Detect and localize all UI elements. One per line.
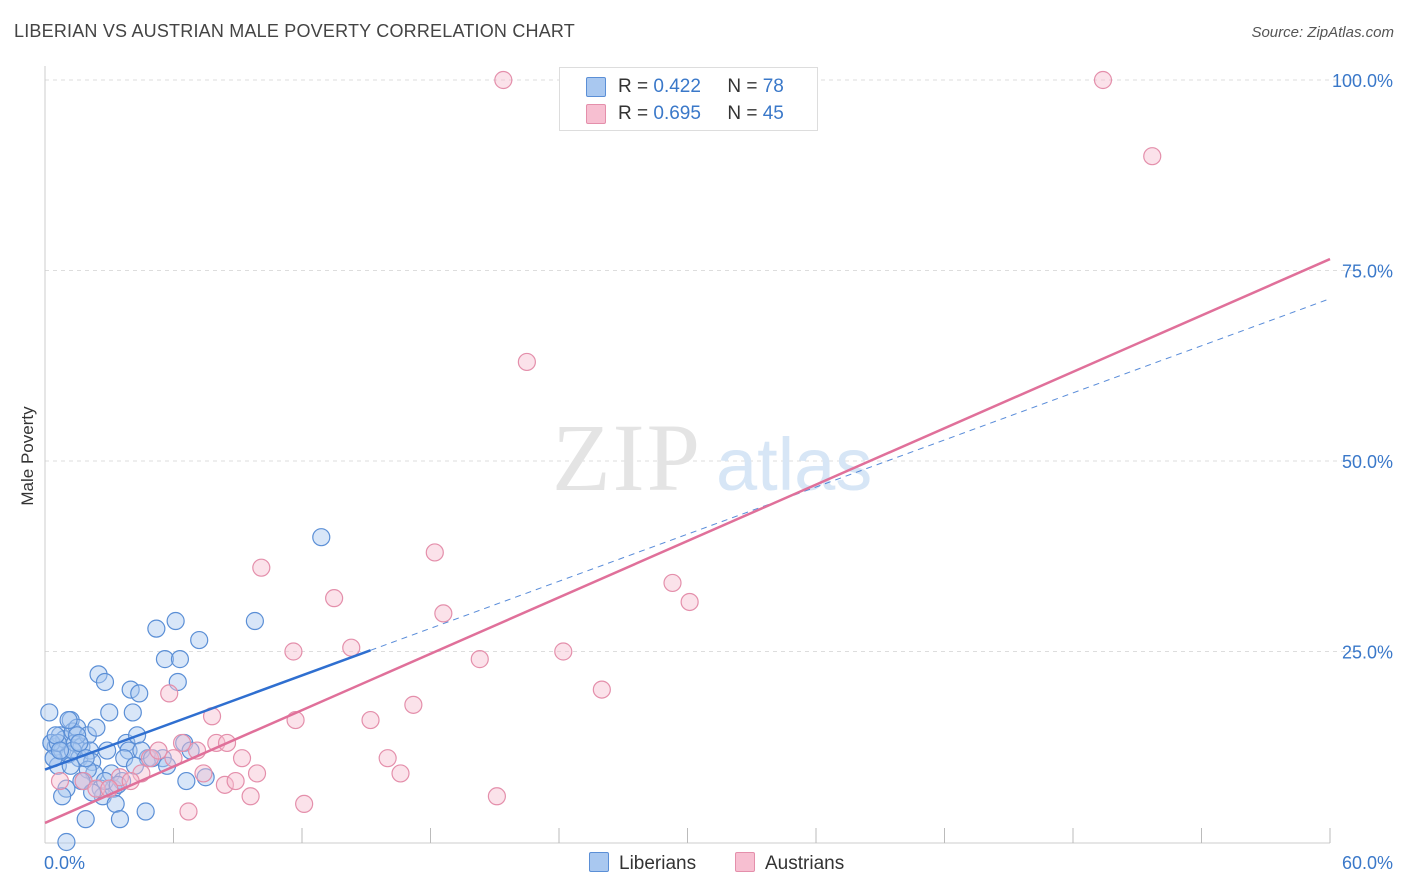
liberian-point	[110, 810, 130, 829]
liberians-swatch	[586, 77, 606, 97]
austrian-point	[247, 764, 267, 783]
austrian-point	[215, 775, 234, 794]
austrian-point	[110, 768, 130, 787]
liberian-point	[87, 718, 106, 737]
bottom-legend-liberians: Liberians	[589, 852, 696, 875]
austrian-point	[226, 771, 245, 791]
austrians-legend-swatch	[735, 852, 755, 872]
liberian-point	[136, 802, 155, 821]
austrian-point	[361, 710, 380, 730]
x-tick-label: 60.0%	[1342, 853, 1393, 873]
liberian-point	[177, 771, 196, 791]
liberian-point	[95, 672, 115, 692]
austrian-point	[194, 764, 213, 783]
y-tick-label: 25.0%	[1342, 643, 1393, 663]
x-tick-label: 0.0%	[44, 853, 85, 873]
liberians-trend-extension	[370, 298, 1331, 651]
y-tick-label: 75.0%	[1342, 262, 1393, 282]
liberian-point	[53, 787, 72, 806]
liberian-point	[312, 528, 331, 547]
austrian-point	[232, 749, 252, 768]
axis-layer	[44, 66, 1331, 844]
bottom-legend-austrians: Austrians	[735, 852, 844, 875]
correlation-legend: R = 0.422 N = 78 R = 0.695 N = 45	[559, 67, 818, 131]
austrian-point	[663, 573, 682, 593]
liberian-point	[46, 726, 65, 745]
liberian-point	[170, 650, 190, 669]
austrian-point	[252, 558, 271, 577]
liberian-point	[70, 733, 89, 753]
austrian-point	[592, 680, 611, 699]
legend-n-label: N =	[727, 76, 758, 97]
austrian-point	[404, 695, 423, 714]
austrian-point	[50, 771, 70, 791]
liberian-point	[106, 794, 125, 814]
legend-r-value-liberians: 0.422	[653, 76, 701, 97]
austrian-point	[241, 787, 260, 806]
liberian-point	[121, 680, 140, 699]
watermark: ZIP atlas	[552, 404, 872, 511]
liberians-legend-swatch	[589, 852, 609, 872]
legend-r-value-austrians: 0.695	[653, 103, 701, 124]
austrian-point	[1143, 147, 1162, 166]
austrian-point	[391, 764, 410, 783]
liberian-point	[130, 684, 149, 703]
liberian-point	[245, 611, 264, 631]
austrian-point	[284, 642, 303, 661]
liberian-point	[57, 832, 76, 852]
austrian-point	[425, 543, 444, 562]
austrian-point	[172, 733, 192, 753]
liberian-point	[155, 650, 175, 669]
tick-labels-layer: 25.0% 50.0% 75.0% 100.0% 0.0% 60.0%	[44, 71, 1393, 873]
source-label: Source: ZipAtlas.com	[1251, 24, 1394, 41]
austrian-point	[554, 642, 573, 661]
chart-title: LIBERIAN VS AUSTRIAN MALE POVERTY CORREL…	[14, 21, 576, 41]
austrian-point	[87, 779, 106, 798]
liberian-point	[59, 710, 78, 730]
liberian-point	[48, 733, 67, 753]
austrian-point	[295, 794, 314, 814]
austrian-point	[342, 638, 361, 657]
austrians-legend-label: Austrians	[765, 853, 845, 874]
austrians-swatch	[586, 104, 606, 124]
liberian-point	[147, 619, 166, 638]
austrian-point	[1093, 70, 1113, 90]
y-tick-label: 100.0%	[1332, 71, 1393, 91]
legend-n-label: N =	[727, 103, 758, 124]
liberians-legend-label: Liberians	[619, 853, 697, 874]
y-tick-label: 50.0%	[1342, 452, 1393, 472]
austrian-point	[434, 604, 453, 623]
austrian-point	[325, 589, 344, 608]
legend-r-label: R =	[618, 76, 649, 97]
austrian-point	[179, 802, 198, 821]
austrian-point	[680, 592, 699, 612]
liberian-point	[123, 703, 142, 722]
watermark-zip: ZIP	[552, 404, 702, 511]
liberian-point	[190, 630, 209, 650]
liberian-point	[40, 703, 59, 722]
liberian-point	[166, 611, 185, 631]
austrian-point	[149, 741, 168, 760]
watermark-atlas: atlas	[716, 423, 872, 506]
liberians-trend-line	[44, 649, 371, 771]
austrian-point	[160, 684, 179, 703]
liberian-point	[76, 810, 95, 829]
legend-n-value-austrians: 45	[762, 103, 784, 124]
liberian-point	[100, 703, 119, 722]
legend-n-value-liberians: 78	[762, 76, 784, 97]
liberian-point	[78, 760, 97, 779]
austrian-point	[487, 787, 506, 806]
austrian-point	[517, 352, 536, 372]
trend-lines-layer	[44, 257, 1331, 825]
grid-layer	[45, 79, 1365, 652]
austrians-trend-line	[44, 257, 1331, 825]
liberian-point	[89, 665, 108, 684]
austrian-point	[494, 70, 513, 90]
austrian-point	[378, 749, 397, 768]
austrian-point	[470, 650, 489, 669]
legend-r-label: R =	[618, 103, 649, 124]
liberian-point	[50, 741, 70, 760]
